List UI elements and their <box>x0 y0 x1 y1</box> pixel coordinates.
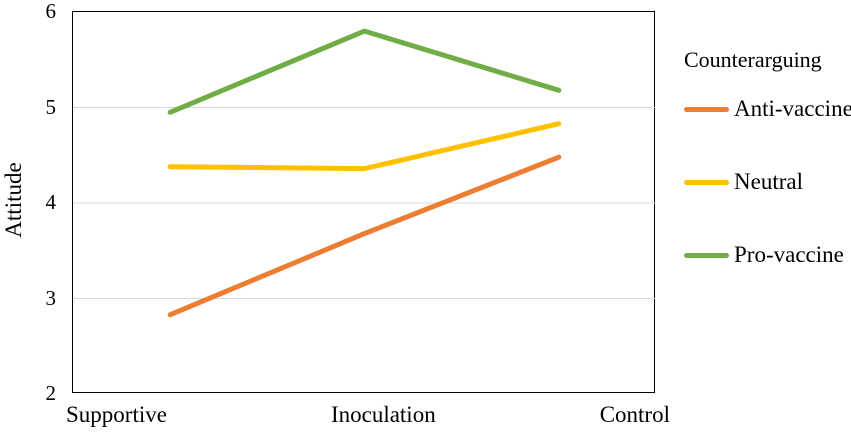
legend-label: Pro-vaccine <box>734 242 844 267</box>
legend-item-neutral: Neutral <box>684 167 851 197</box>
legend-label: Neutral <box>734 169 803 194</box>
series-line-pro-vaccine <box>167 28 562 115</box>
plot-canvas <box>73 28 656 318</box>
legend-item-pro-vaccine: Pro-vaccine <box>684 240 851 270</box>
legend-swatch-icon <box>684 252 729 258</box>
y-tick-label-3: 3 <box>45 285 57 310</box>
legend-item-anti-vaccine: Anti-vaccine <box>684 94 851 124</box>
legend-swatch-icon <box>684 179 729 185</box>
legend-items: Anti-vaccine Neutral Pro-vaccine <box>684 94 851 270</box>
legend-label: Anti-vaccine <box>734 96 851 121</box>
legend-swatch-icon <box>684 106 729 112</box>
plot-area <box>72 11 656 393</box>
legend: Counterarguing Anti-vaccine Neutral Pro-va… <box>684 46 851 270</box>
y-tick-label-2: 2 <box>45 381 57 405</box>
series-line-neutral <box>167 121 562 172</box>
x-label-control: Control <box>599 402 670 427</box>
legend-title: Counterarguing <box>684 47 822 72</box>
series-line-anti-vaccine <box>167 154 562 318</box>
x-label-inoculation: Inoculation <box>330 402 436 427</box>
y-tick-label-6: 6 <box>45 0 57 23</box>
x-axis-labels: Supportive Inoculation Control <box>66 402 670 428</box>
y-tick-label-4: 4 <box>45 190 57 214</box>
y-tick-label-5: 5 <box>45 94 57 119</box>
x-label-supportive: Supportive <box>66 402 167 427</box>
